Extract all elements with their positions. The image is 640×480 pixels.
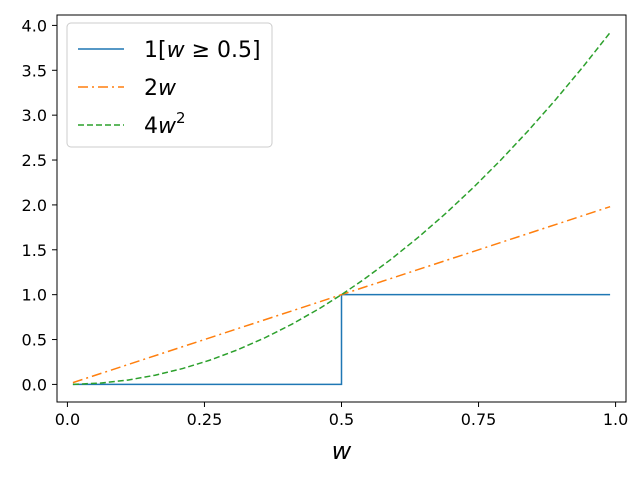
y-tick-label: 4.0 [22,16,47,35]
series-line-2 [72,205,611,384]
series-line-1 [72,293,611,386]
x-tick-label: 0.0 [55,410,80,429]
plot-layer [72,32,611,386]
legend-box [66,22,273,148]
y-tick-label: 1.5 [22,241,47,260]
y-tick-label: 2.0 [22,196,47,215]
y-tick-label: 3.5 [22,61,47,80]
legend-label-3: 4w2 [144,109,186,139]
y-tick-label: 3.0 [22,106,47,125]
x-tick-label: 1.0 [603,410,628,429]
legend: 1[w ≥ 0.5] 2w 4w2 [66,22,273,148]
y-tick-label: 1.0 [22,286,47,305]
x-tick-label: 0.5 [329,410,354,429]
legend-label-2: 2w [144,76,177,101]
y-tick-label: 2.5 [22,151,47,170]
x-tick-label: 0.75 [461,410,497,429]
y-tick-label: 0.5 [22,331,47,350]
legend-label-1: 1[w ≥ 0.5] [144,38,261,63]
y-tick-label: 0.0 [22,375,47,394]
x-tick-label: 0.25 [187,410,223,429]
x-axis-label: w [332,437,352,465]
ticks-layer: 0.0 0.25 0.5 0.75 1.0 0.0 0.5 1.0 1.5 2.0 2.5 3.0 3.… [22,16,629,429]
series-line-3 [72,32,611,386]
